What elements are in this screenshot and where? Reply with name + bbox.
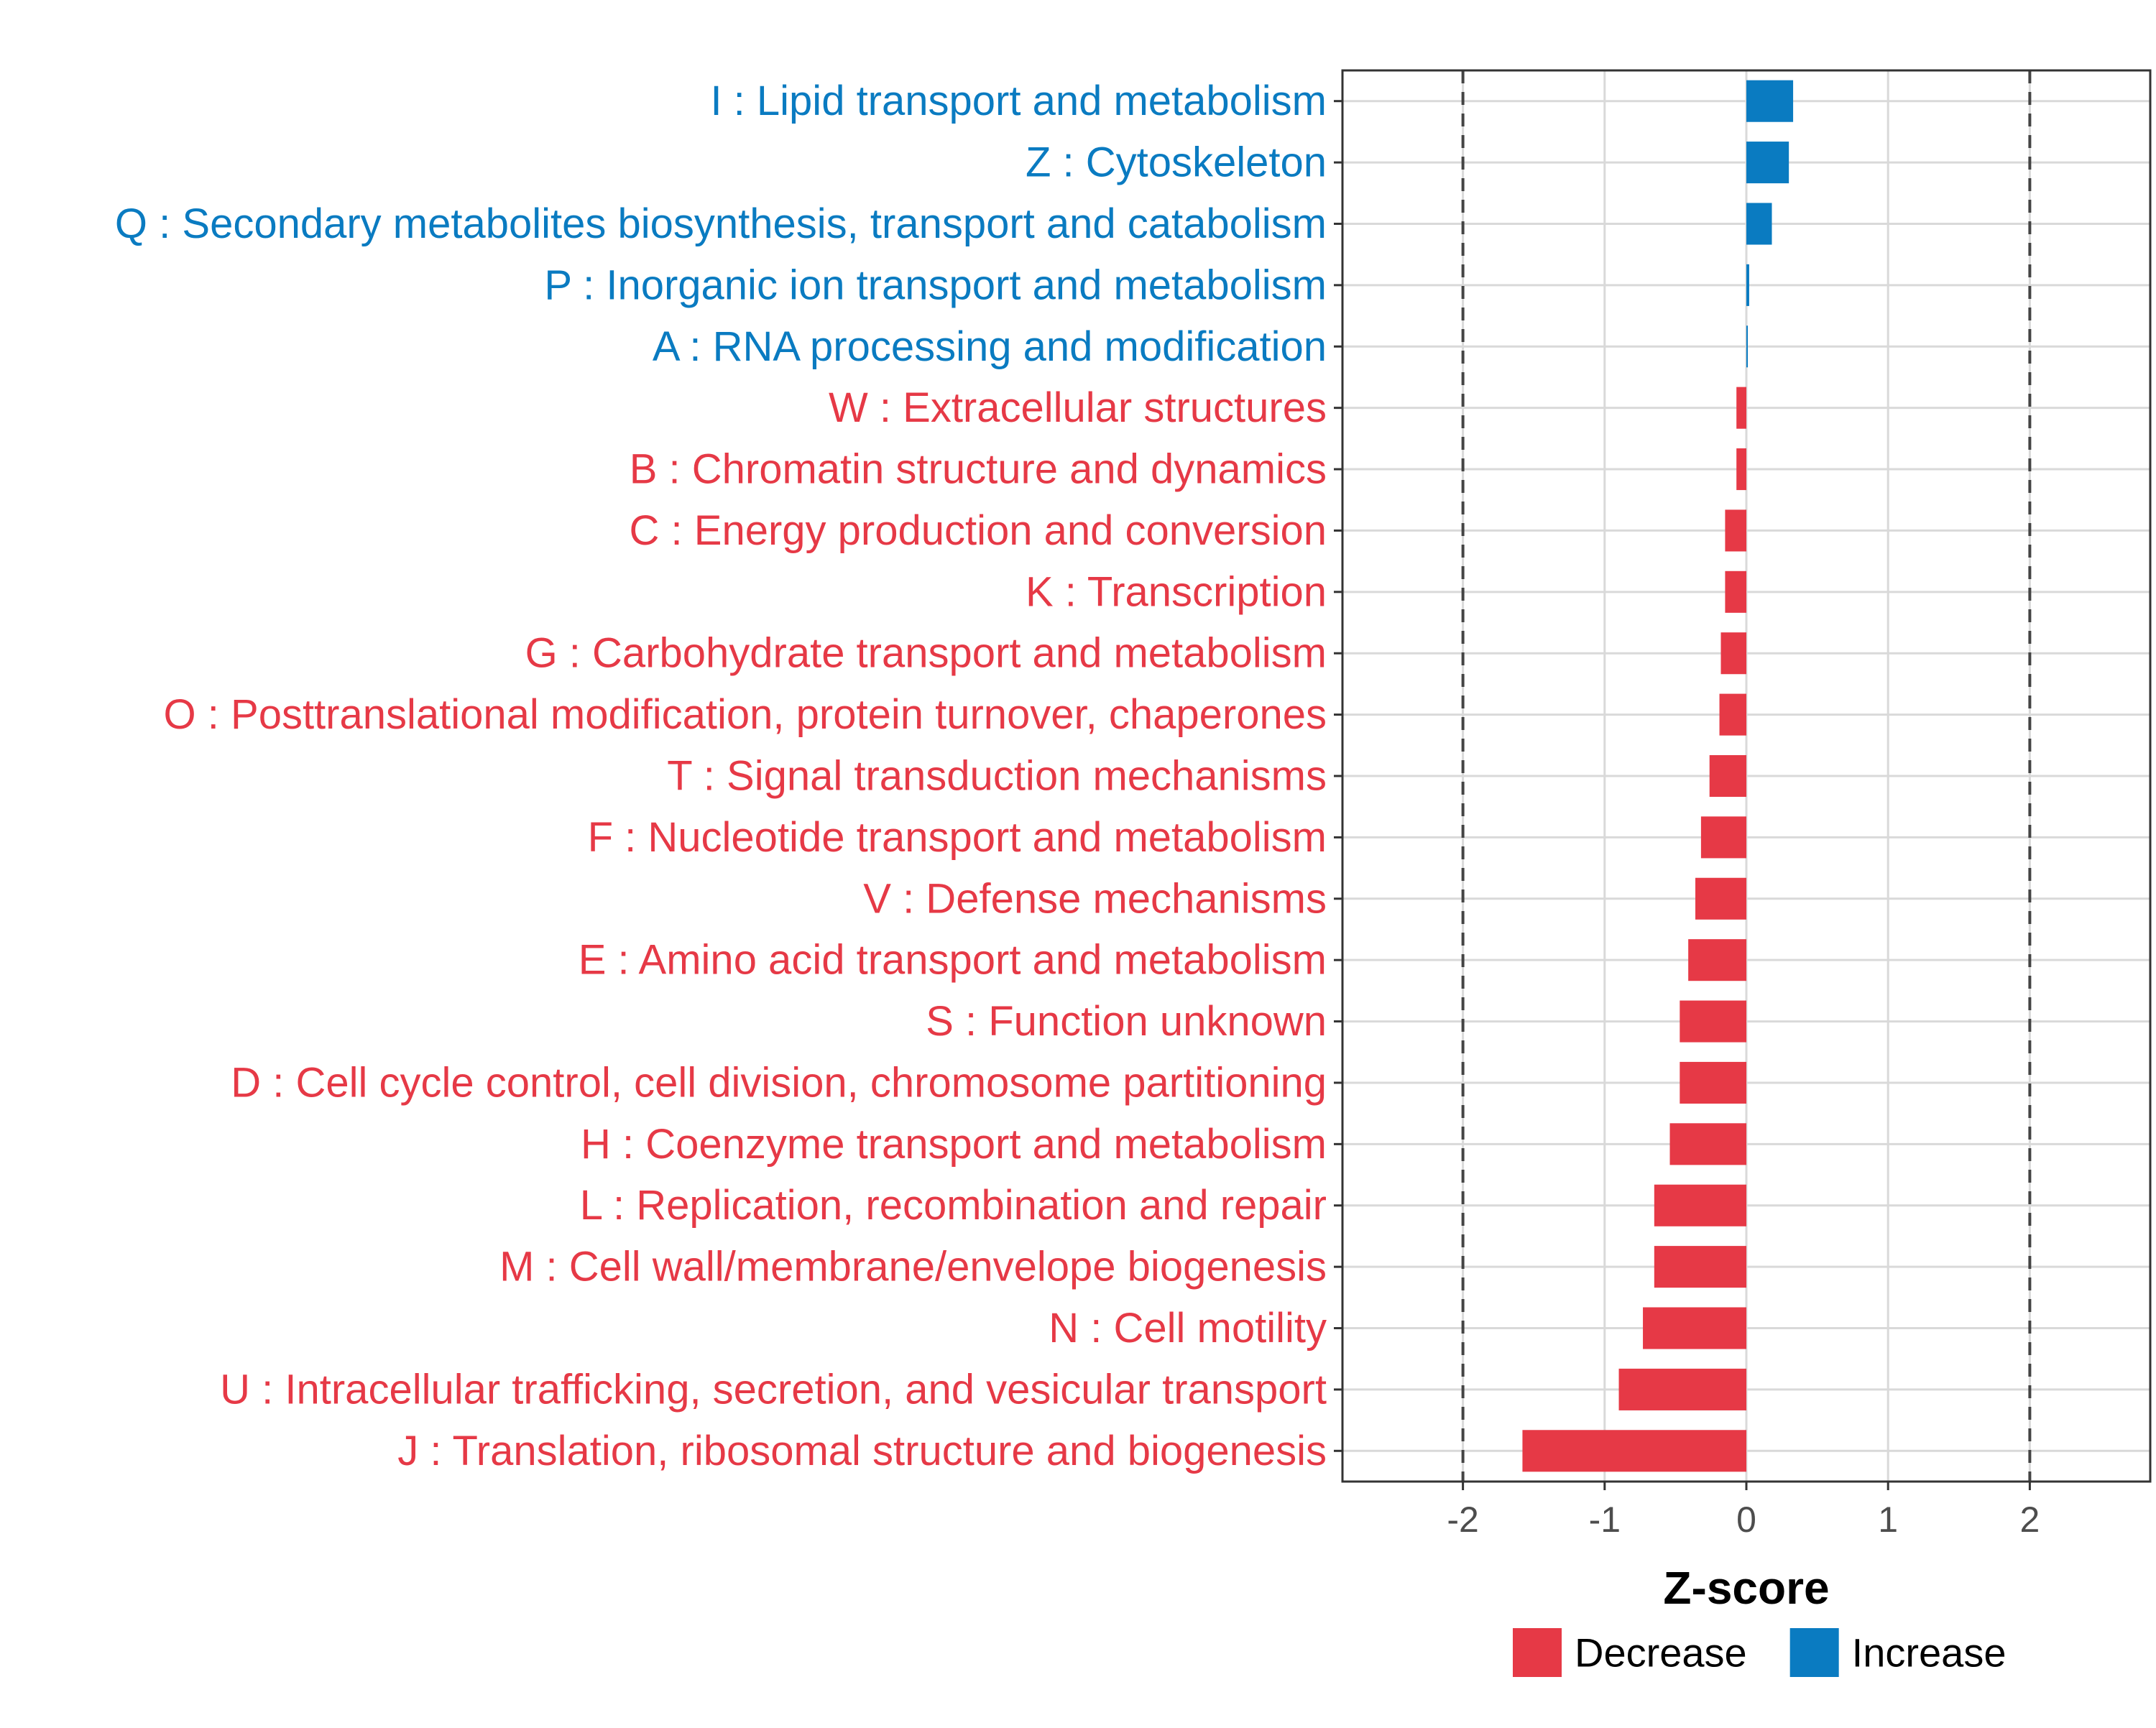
x-axis: -2 -1 0 1 2 xyxy=(1447,1482,2040,1540)
bar-16 xyxy=(1680,1061,1746,1104)
category-label-7: C : Energy production and conversion xyxy=(630,507,1327,554)
bar-14 xyxy=(1688,939,1746,981)
bar-2 xyxy=(1746,203,1772,245)
bar-22 xyxy=(1522,1430,1746,1472)
category-label-16: D : Cell cycle control, cell division, c… xyxy=(231,1059,1327,1106)
category-label-3: P : Inorganic ion transport and metaboli… xyxy=(544,262,1327,308)
category-label-17: H : Coenzyme transport and metabolism xyxy=(581,1121,1327,1168)
bar-10 xyxy=(1719,693,1746,736)
bar-11 xyxy=(1709,754,1746,798)
category-label-21: U : Intracellular trafficking, secretion… xyxy=(220,1366,1327,1413)
category-label-13: V : Defense mechanisms xyxy=(863,875,1327,922)
legend-label-increase: Increase xyxy=(1852,1630,2007,1676)
legend-swatch-decrease xyxy=(1513,1628,1562,1677)
category-label-0: I : Lipid transport and metabolism xyxy=(710,78,1327,124)
category-label-22: J : Translation, ribosomal structure and… xyxy=(397,1428,1327,1474)
category-label-10: O : Posttranslational modification, prot… xyxy=(164,691,1327,738)
bar-20 xyxy=(1643,1307,1746,1349)
bar-4 xyxy=(1746,325,1748,368)
category-label-14: E : Amino acid transport and metabolism xyxy=(579,937,1327,984)
bar-7 xyxy=(1725,509,1746,552)
bar-6 xyxy=(1736,448,1746,491)
category-label-1: Z : Cytoskeleton xyxy=(1026,139,1327,186)
category-label-9: G : Carbohydrate transport and metabolis… xyxy=(525,630,1327,677)
bar-12 xyxy=(1700,816,1746,859)
x-tick-label-2: 0 xyxy=(1736,1500,1756,1540)
category-label-6: B : Chromatin structure and dynamics xyxy=(630,446,1327,493)
x-axis-title: Z-score xyxy=(1663,1562,1829,1614)
x-tick-label-4: 2 xyxy=(2019,1500,2040,1540)
x-tick-label-0: -2 xyxy=(1447,1500,1478,1540)
bar-18 xyxy=(1654,1184,1746,1226)
category-label-11: T : Signal transduction mechanisms xyxy=(667,753,1327,800)
bar-19 xyxy=(1654,1246,1746,1288)
x-tick-label-3: 1 xyxy=(1878,1500,1898,1540)
bar-9 xyxy=(1720,632,1746,675)
legend-swatch-increase xyxy=(1789,1628,1839,1677)
category-label-20: N : Cell motility xyxy=(1049,1305,1327,1352)
bar-3 xyxy=(1746,264,1749,306)
y-axis: I : Lipid transport and metabolism Z : Cy… xyxy=(115,78,1342,1474)
category-label-5: W : Extracellular structures xyxy=(829,384,1327,431)
bar-15 xyxy=(1680,1000,1746,1043)
bar-17 xyxy=(1669,1123,1746,1165)
category-label-15: S : Function unknown xyxy=(926,998,1327,1045)
bars xyxy=(1522,80,1794,1472)
category-label-2: Q : Secondary metabolites biosynthesis, … xyxy=(115,200,1327,247)
bar-21 xyxy=(1618,1368,1746,1410)
bar-8 xyxy=(1725,570,1746,613)
bar-13 xyxy=(1695,877,1746,920)
x-tick-label-1: -1 xyxy=(1589,1500,1621,1540)
bar-5 xyxy=(1736,387,1746,429)
category-label-19: M : Cell wall/membrane/envelope biogenes… xyxy=(499,1244,1327,1290)
category-label-8: K : Transcription xyxy=(1026,568,1327,615)
category-label-12: F : Nucleotide transport and metabolism xyxy=(588,814,1327,861)
legend: Decrease Increase xyxy=(1513,1628,2006,1677)
category-label-18: L : Replication, recombination and repai… xyxy=(580,1182,1327,1229)
bar-0 xyxy=(1746,80,1794,122)
legend-label-decrease: Decrease xyxy=(1575,1630,1747,1676)
category-label-4: A : RNA processing and modification xyxy=(653,323,1327,370)
reference-lines xyxy=(1461,70,2032,1482)
bar-1 xyxy=(1746,142,1789,184)
